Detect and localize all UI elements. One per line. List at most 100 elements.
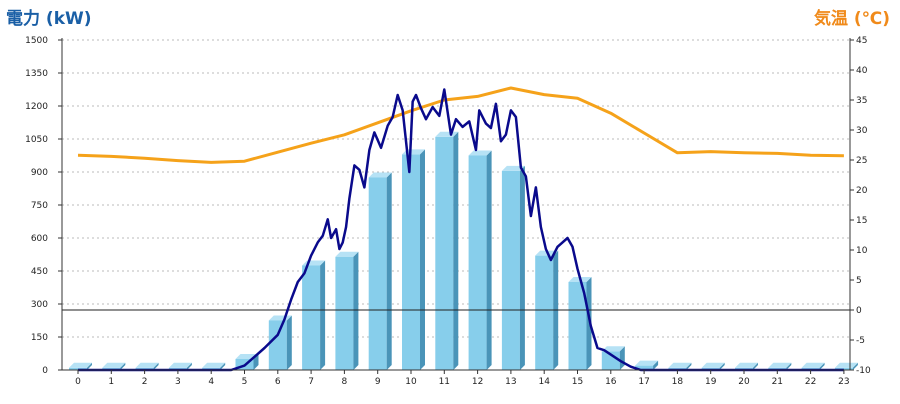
left-tick-label: 450 xyxy=(31,267,48,277)
x-tick-label: 18 xyxy=(672,377,684,387)
bar-top xyxy=(501,165,525,171)
bar-top xyxy=(69,362,92,368)
left-tick-label: 600 xyxy=(31,234,48,244)
x-tick-label: 11 xyxy=(439,377,450,387)
bar-top xyxy=(168,362,192,368)
bar-side xyxy=(786,362,792,370)
bar-side xyxy=(87,362,92,370)
x-tick-label: 3 xyxy=(175,377,181,387)
x-tick-label: 9 xyxy=(375,377,381,387)
bar xyxy=(302,265,321,370)
x-tick-label: 21 xyxy=(772,377,783,387)
bar-side xyxy=(320,260,326,370)
bar-top xyxy=(135,362,159,368)
x-tick-label: 23 xyxy=(838,377,849,387)
temperature-series-line xyxy=(77,86,844,164)
x-tick-label: 13 xyxy=(505,377,516,387)
x-tick-label: 12 xyxy=(472,377,483,387)
bar-side xyxy=(852,362,858,370)
bar xyxy=(368,177,387,370)
bar-side xyxy=(286,315,292,370)
left-tick-label: 900 xyxy=(31,168,48,178)
left-tick-label: 1050 xyxy=(25,135,48,145)
bar-side xyxy=(686,362,692,370)
left-tick-label: 750 xyxy=(31,201,48,211)
left-tick-label: 1500 xyxy=(25,36,48,46)
left-tick-label: 300 xyxy=(31,300,48,310)
right-tick-label: 5 xyxy=(856,276,862,286)
right-tick-label: 0 xyxy=(856,306,862,316)
left-tick-label: 1350 xyxy=(25,69,48,79)
bar-top xyxy=(735,362,758,368)
bar-top xyxy=(335,251,359,257)
bar-top xyxy=(601,346,625,352)
x-tick-label: 2 xyxy=(142,377,148,387)
x-tick-label: 8 xyxy=(342,377,348,387)
bar-side xyxy=(819,362,825,370)
bar xyxy=(468,155,487,370)
x-tick-label: 1 xyxy=(108,377,114,387)
left-axis-title: 電力 (kW) xyxy=(6,9,92,29)
x-tick-label: 0 xyxy=(75,377,81,387)
x-tick-label: 16 xyxy=(605,377,617,387)
bar-side xyxy=(220,362,226,370)
right-tick-label: 10 xyxy=(856,246,868,256)
bar xyxy=(402,154,420,370)
bar xyxy=(568,282,587,370)
bar-top xyxy=(368,172,392,178)
bar-side xyxy=(420,149,425,370)
right-tick-label: 15 xyxy=(856,216,867,226)
bar-top xyxy=(468,150,492,156)
bar-side xyxy=(186,362,192,370)
bar-side xyxy=(353,251,359,370)
bar-side xyxy=(453,131,459,370)
bar xyxy=(268,320,287,370)
right-tick-label: 45 xyxy=(856,36,867,46)
bar-side xyxy=(586,277,592,370)
bar-top xyxy=(635,360,659,366)
x-tick-label: 14 xyxy=(538,377,550,387)
right-tick-label: 25 xyxy=(856,156,867,166)
bar-side xyxy=(719,362,725,370)
x-tick-label: 4 xyxy=(208,377,214,387)
x-tick-label: 19 xyxy=(705,377,717,387)
bar-side xyxy=(486,150,492,370)
bar-top xyxy=(202,362,226,368)
bar xyxy=(601,351,620,370)
bar-top xyxy=(102,362,126,368)
bar-top xyxy=(801,362,825,368)
x-tick-label: 22 xyxy=(805,377,816,387)
right-tick-label: -5 xyxy=(856,336,865,346)
bar-top xyxy=(701,362,725,368)
power-series-line xyxy=(78,88,844,372)
bar xyxy=(335,256,354,370)
right-tick-label: 35 xyxy=(856,96,867,106)
left-tick-label: 0 xyxy=(42,366,48,376)
x-tick-label: 5 xyxy=(242,377,248,387)
power-layer xyxy=(78,88,844,372)
left-tick-label: 150 xyxy=(31,333,48,343)
right-tick-label: 40 xyxy=(856,66,868,76)
grid-layer xyxy=(62,39,850,338)
bar-side xyxy=(120,362,126,370)
x-tick-label: 17 xyxy=(638,377,649,387)
bar-side xyxy=(386,172,392,370)
bar-side xyxy=(153,362,159,370)
labels-layer: 01503004506007509001050120013501500-10-5… xyxy=(25,36,871,387)
temperature-layer xyxy=(77,86,844,164)
x-tick-label: 15 xyxy=(572,377,583,387)
x-tick-label: 20 xyxy=(738,377,750,387)
bar-top xyxy=(834,362,858,368)
bar-top xyxy=(668,362,692,368)
right-tick-label: 20 xyxy=(856,186,868,196)
x-tick-label: 7 xyxy=(308,377,314,387)
right-axis-title: 気温 (℃) xyxy=(813,9,890,29)
axes-layer xyxy=(58,38,854,374)
bar xyxy=(535,255,554,370)
bar-side xyxy=(653,360,659,370)
bar-top xyxy=(768,362,792,368)
bar xyxy=(435,136,454,370)
bars-layer xyxy=(69,131,858,370)
